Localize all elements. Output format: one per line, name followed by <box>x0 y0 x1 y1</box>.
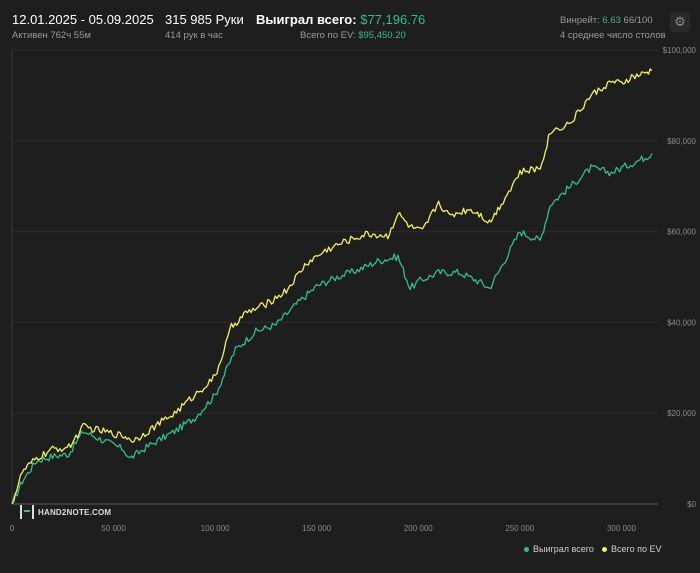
legend-ev-swatch <box>602 546 607 552</box>
legend-won-swatch <box>524 546 529 552</box>
won-value: $77,196.76 <box>360 12 426 27</box>
x-tick-label: 100 000 <box>201 524 230 533</box>
y-tick-label: $0 <box>687 500 696 509</box>
winrate-value: 6.63 <box>602 15 621 26</box>
hands-count: 315 985 Руки <box>165 12 244 27</box>
avg-tables: 4 среднее число столов <box>560 30 666 41</box>
winrate-label: Винрейт: <box>560 15 600 26</box>
y-tick-label: $100,000 <box>663 46 697 55</box>
hand2note-logo-icon <box>20 505 34 519</box>
gear-icon[interactable]: ⚙ <box>670 12 690 32</box>
date-range: 12.01.2025 - 05.09.2025 <box>12 12 154 27</box>
profit-chart: $0 $20,000 $40,000 $60,000 $80,000 $100,000 0 5… <box>10 46 697 533</box>
stats-header: 12.01.2025 - 05.09.2025 Активен 762ч 55м… <box>0 0 700 46</box>
y-tick-label: $20,000 <box>667 409 696 418</box>
legend-won[interactable]: Выиграл всего <box>524 544 594 554</box>
y-tick-label: $80,000 <box>667 137 696 146</box>
chart-area: $0 $20,000 $40,000 $60,000 $80,000 $100,000 0 5… <box>0 46 700 568</box>
ev-total: Всего по EV: $95,450.20 <box>300 30 406 41</box>
won-label: Выиграл всего: <box>256 12 357 27</box>
active-time: Активен 762ч 55м <box>12 30 91 41</box>
winrate-suffix: 66/100 <box>623 15 653 26</box>
series-line-ev <box>11 68 653 505</box>
y-tick-label: $40,000 <box>667 318 696 327</box>
series-line-won <box>11 153 653 505</box>
watermark-text: HAND2NOTE.COM <box>38 507 112 517</box>
watermark: HAND2NOTE.COM <box>20 505 111 519</box>
x-tick-label: 250 000 <box>505 524 534 533</box>
x-tick-label: 300 000 <box>607 524 636 533</box>
x-tick-label: 200 000 <box>404 524 433 533</box>
y-tick-label: $60,000 <box>667 228 696 237</box>
legend-won-label: Выиграл всего <box>533 544 594 554</box>
winrate: Винрейт: 6.63 66/100 <box>560 15 653 26</box>
x-tick-label: 150 000 <box>302 524 331 533</box>
hands-per-hour: 414 рук в час <box>165 30 223 41</box>
ev-value: $95,450.20 <box>358 30 406 41</box>
legend-ev-label: Всего по EV <box>611 544 662 554</box>
x-tick-label: 0 <box>10 524 15 533</box>
won-total: Выиграл всего: $77,196.76 <box>256 12 425 27</box>
x-tick-label: 50 000 <box>101 524 126 533</box>
legend-ev[interactable]: Всего по EV <box>602 544 661 554</box>
ev-label: Всего по EV: <box>300 30 356 41</box>
